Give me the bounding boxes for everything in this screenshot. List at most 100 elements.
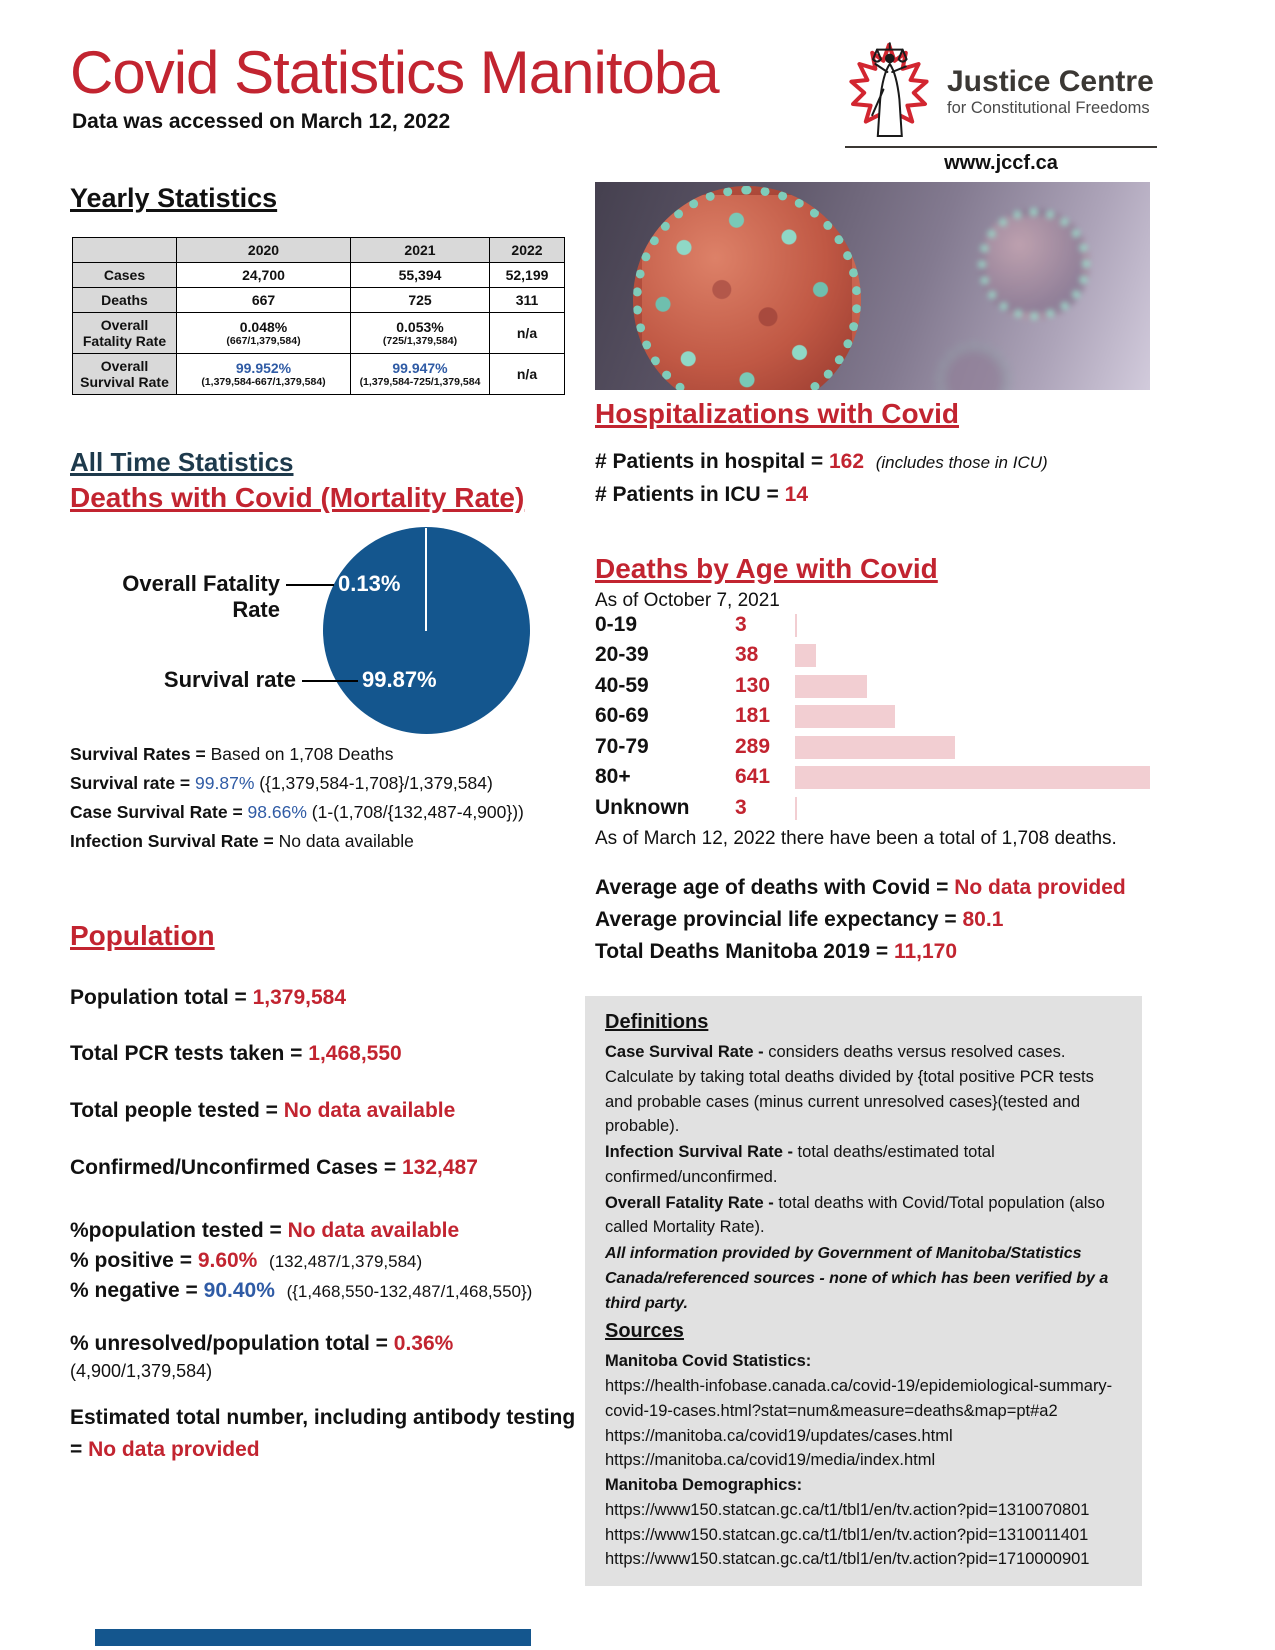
org-tagline: for Constitutional Freedoms: [947, 98, 1150, 117]
definition-term: Overall Fatality Rate -: [605, 1193, 774, 1212]
source-link[interactable]: https://health-infobase.canada.ca/covid-…: [605, 1377, 1113, 1420]
age-group-bar: [795, 766, 1150, 789]
pie-survival-label: Survival rate: [163, 667, 296, 692]
page-subtitle: Data was accessed on March 12, 2022: [72, 110, 451, 133]
age-group-bar: [795, 675, 867, 698]
all-time-statistics-heading: All Time Statistics: [70, 447, 294, 477]
definitions-sources-box: Definitions Case Survival Rate - conside…: [585, 996, 1142, 1586]
survival-2020-formula: (1,379,584-667/1,379,584): [201, 376, 326, 388]
total-deaths-2019-value: 11,170: [893, 940, 958, 963]
note-infection-survival-label: Infection Survival Rate =: [70, 831, 274, 851]
deaths-by-age-heading: Deaths by Age with Covid: [595, 553, 938, 584]
jccf-logo-graphic: [849, 42, 929, 137]
patients-icu-value: 14: [784, 483, 809, 506]
average-age-label: Average age of deaths with Covid =: [595, 876, 949, 899]
yearly-statistics-heading: Yearly Statistics: [70, 183, 278, 213]
note-survival-rate-formula: ({1,379,584-1,708}/1,379,584): [259, 773, 493, 793]
people-tested-label: Total people tested =: [70, 1099, 278, 1122]
life-expectancy-line: Average provincial life expectancy = 80.…: [595, 908, 1155, 932]
age-row-0-19: 0-19 3: [595, 613, 1155, 639]
age-group-label: 80+: [595, 765, 631, 788]
note-infection-survival-rate: Infection Survival Rate = No data availa…: [70, 827, 610, 856]
deaths-2022: 311: [489, 287, 565, 313]
age-group-label: 20-39: [595, 643, 649, 666]
pcr-tests-label: Total PCR tests taken =: [70, 1042, 303, 1065]
note-case-survival-rate: Case Survival Rate = 98.66% (1-(1,708/{1…: [70, 798, 610, 827]
column-header-2020: 2020: [176, 237, 351, 263]
fatality-2020: 0.048% (667/1,379,584): [176, 312, 351, 354]
column-header-2022: 2022: [489, 237, 565, 263]
definition-overall-fatality: Overall Fatality Rate - total deaths wit…: [605, 1191, 1122, 1241]
coronavirus-image: [595, 182, 1150, 390]
note-case-survival-formula: (1-(1,708/{132,487-4,900})): [311, 802, 524, 822]
percent-positive-formula: (132,487/1,379,584): [269, 1252, 423, 1271]
age-group-value: 641: [735, 765, 771, 788]
total-deaths-2019-line: Total Deaths Manitoba 2019 = 11,170: [595, 940, 1155, 964]
patients-hospital-value: 162: [828, 450, 865, 473]
hospitalizations-heading: Hospitalizations with Covid: [595, 398, 960, 429]
pie-fatality-value: 0.13%: [338, 571, 401, 596]
column-header-2021: 2021: [350, 237, 490, 263]
virus-particle-small: [978, 208, 1090, 320]
definition-text: total deaths/estimated total confirmed/u…: [605, 1143, 995, 1186]
virus-particle-tiny: [938, 344, 1010, 390]
fatality-2020-formula: (667/1,379,584): [226, 335, 301, 347]
age-group-value: 3: [735, 796, 747, 819]
survival-2022: n/a: [489, 353, 565, 395]
age-group-value: 181: [735, 704, 771, 727]
percent-negative-label: % negative =: [70, 1279, 198, 1302]
population-tested-label: %population tested =: [70, 1219, 282, 1242]
deaths-by-age-asof: As of October 7, 2021: [595, 590, 780, 611]
age-group-value: 130: [735, 674, 771, 697]
information-disclaimer: All information provided by Government o…: [605, 1245, 1109, 1312]
note-survival-rate-value: 99.87%: [195, 773, 255, 793]
age-group-value: 289: [735, 735, 771, 758]
org-website[interactable]: www.jccf.ca: [944, 152, 1058, 174]
age-row-40-59: 40-59 130: [595, 674, 1155, 700]
survival-2020-pct: 99.952%: [235, 360, 292, 376]
population-tested-line: %population tested = No data available: [70, 1219, 645, 1243]
row-label-cases: Cases: [72, 262, 177, 288]
age-group-bar: [795, 614, 797, 637]
covid-statistics-source-label: Manitoba Covid Statistics:: [605, 1352, 812, 1371]
average-age-value: No data provided: [954, 876, 1126, 899]
definition-infection-survival: Infection Survival Rate - total deaths/e…: [605, 1140, 1122, 1190]
sources-heading: Sources: [605, 1320, 684, 1343]
life-expectancy-label: Average provincial life expectancy =: [595, 908, 957, 931]
table-header-row: 2020 2021 2022: [72, 237, 565, 263]
patients-hospital-line: # Patients in hospital = 162 (includes t…: [595, 450, 1155, 474]
age-row-20-39: 20-39 38: [595, 643, 1155, 669]
unresolved-value: 0.36%: [393, 1332, 454, 1355]
patients-hospital-note: (includes those in ICU): [875, 453, 1048, 472]
source-link[interactable]: https://manitoba.ca/covid19/updates/case…: [605, 1426, 953, 1445]
note-survival-rate: Survival rate = 99.87% ({1,379,584-1,708…: [70, 769, 610, 798]
definition-text: total deaths with Covid/Total population…: [605, 1193, 1105, 1237]
estimated-total-line: Estimated total number, including antibo…: [70, 1406, 645, 1430]
note-case-survival-label: Case Survival Rate =: [70, 802, 243, 822]
mortality-pie-chart: Overall Fatality Rate 0.13% Survival rat…: [70, 520, 540, 742]
table-row-cases: Cases 24,700 55,394 52,199: [72, 262, 565, 288]
jccf-logo: Justice Centre for Constitutional Freedo…: [835, 42, 1157, 142]
table-corner-cell: [72, 237, 177, 263]
deaths-with-covid-heading: Deaths with Covid (Mortality Rate): [70, 482, 525, 513]
estimated-total-equals: =: [70, 1438, 83, 1461]
population-total-line: Population total = 1,379,584: [70, 986, 645, 1010]
source-link[interactable]: https://www150.statcan.gc.ca/t1/tbl1/en/…: [605, 1500, 1090, 1519]
definition-term: Case Survival Rate -: [605, 1043, 764, 1061]
pie-survival-value: 99.87%: [362, 667, 437, 692]
percent-positive-label: % positive =: [70, 1249, 192, 1272]
age-group-label: Unknown: [595, 796, 690, 819]
age-group-label: 0-19: [595, 613, 638, 636]
source-link[interactable]: https://manitoba.ca/covid19/media/index.…: [605, 1451, 936, 1470]
average-age-line: Average age of deaths with Covid = No da…: [595, 876, 1155, 900]
source-link[interactable]: https://www150.statcan.gc.ca/t1/tbl1/en/…: [605, 1525, 1089, 1544]
percent-positive-value: 9.60%: [197, 1249, 258, 1272]
deaths-2020: 667: [176, 287, 351, 313]
row-label-survival-rate: Overall Survival Rate: [72, 353, 177, 395]
population-total-label: Population total =: [70, 986, 247, 1009]
note-survival-rates-text: Based on 1,708 Deaths: [210, 744, 394, 764]
source-link[interactable]: https://www150.statcan.gc.ca/t1/tbl1/en/…: [605, 1550, 1090, 1569]
age-group-bar: [795, 797, 797, 820]
table-row-deaths: Deaths 667 725 311: [72, 287, 565, 313]
